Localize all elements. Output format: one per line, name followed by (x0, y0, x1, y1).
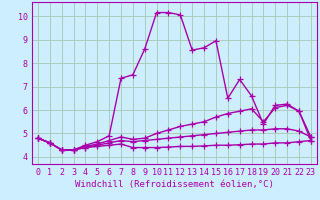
X-axis label: Windchill (Refroidissement éolien,°C): Windchill (Refroidissement éolien,°C) (75, 180, 274, 189)
